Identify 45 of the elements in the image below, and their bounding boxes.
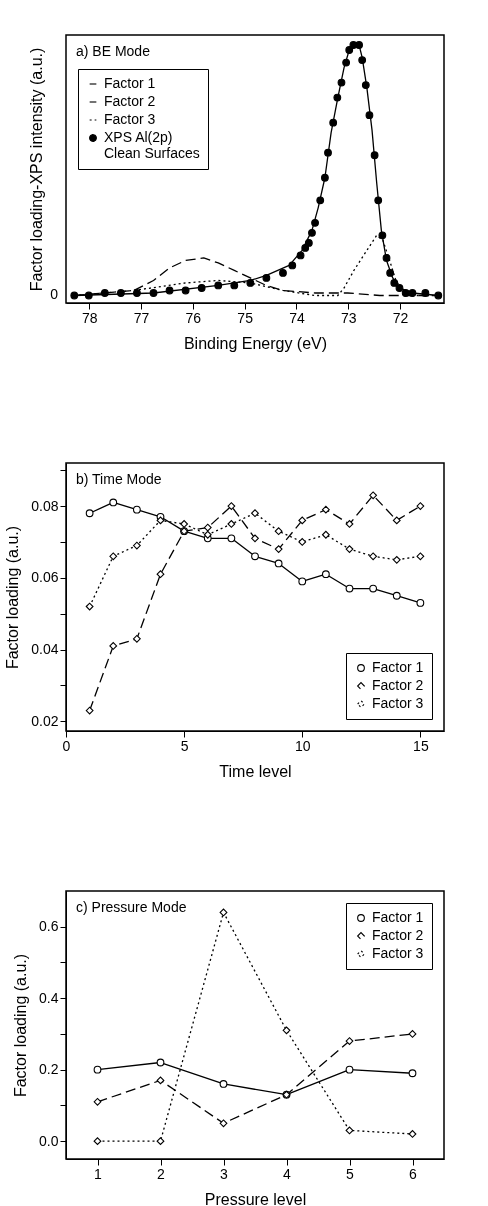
legend-label: Factor 1 xyxy=(372,909,424,925)
y-tick-label: 0.02 xyxy=(31,712,59,729)
x-axis-title: Pressure level xyxy=(204,1190,307,1206)
x-tick-label: 73 xyxy=(340,309,357,326)
x-tick-label: 72 xyxy=(392,309,409,326)
legend-label: Factor 2 xyxy=(372,927,424,943)
x-tick-label: 0 xyxy=(62,737,71,754)
x-tick-label: 15 xyxy=(413,737,429,754)
x-tick-label: 76 xyxy=(185,309,202,326)
x-tick-label: 6 xyxy=(409,1165,418,1182)
x-tick-label: 1 xyxy=(94,1165,103,1182)
text: b) Time Mode xyxy=(76,471,162,487)
y-tick-label: 0.04 xyxy=(31,641,59,658)
x-tick-label: 75 xyxy=(237,309,254,326)
y-tick-label: 0.4 xyxy=(39,989,59,1006)
legend-label: Factor 2 xyxy=(372,677,424,693)
y-axis-title: Factor loading (a.u.) xyxy=(4,525,22,670)
y-axis-title: Factor loading (a.u.) xyxy=(12,953,30,1098)
y-tick-label: 0.08 xyxy=(31,497,59,514)
x-tick-label: 4 xyxy=(283,1165,292,1182)
legend-label: Factor 3 xyxy=(372,945,424,961)
y-axis-title: Factor loading-XPS intensity (a.u.) xyxy=(27,47,45,292)
text: 0.0 xyxy=(39,1132,59,1149)
y-tick-label: 0.6 xyxy=(39,918,59,935)
x-tick-label: 3 xyxy=(220,1165,229,1182)
x-tick-label: 78 xyxy=(82,309,98,326)
legend-label: Factor 3 xyxy=(104,111,156,127)
x-axis-title: Binding Energy (eV) xyxy=(183,334,328,352)
x-tick-label: 10 xyxy=(294,737,311,754)
legend-label: XPS Al(2p) Clean Surfaces xyxy=(104,129,200,161)
x-tick-label: 2 xyxy=(157,1165,166,1182)
legend-label: Factor 2 xyxy=(104,93,156,109)
x-axis-title: Time level xyxy=(219,762,292,780)
legend-label: Factor 1 xyxy=(372,659,424,675)
text: c) Pressure Mode xyxy=(76,899,187,915)
legend-label: Factor 3 xyxy=(372,695,424,711)
legend-label: Factor 1 xyxy=(104,75,156,91)
x-tick-label: 74 xyxy=(289,309,305,326)
x-tick-label: 5 xyxy=(180,737,189,754)
chart-title: a) BE Mode xyxy=(76,43,151,59)
x-tick-label: 5 xyxy=(346,1165,355,1182)
y-tick-label: 0.2 xyxy=(39,1061,59,1078)
x-tick-label: 77 xyxy=(133,309,150,326)
text: 0 xyxy=(50,286,59,303)
y-tick-label: 0.06 xyxy=(31,569,59,586)
